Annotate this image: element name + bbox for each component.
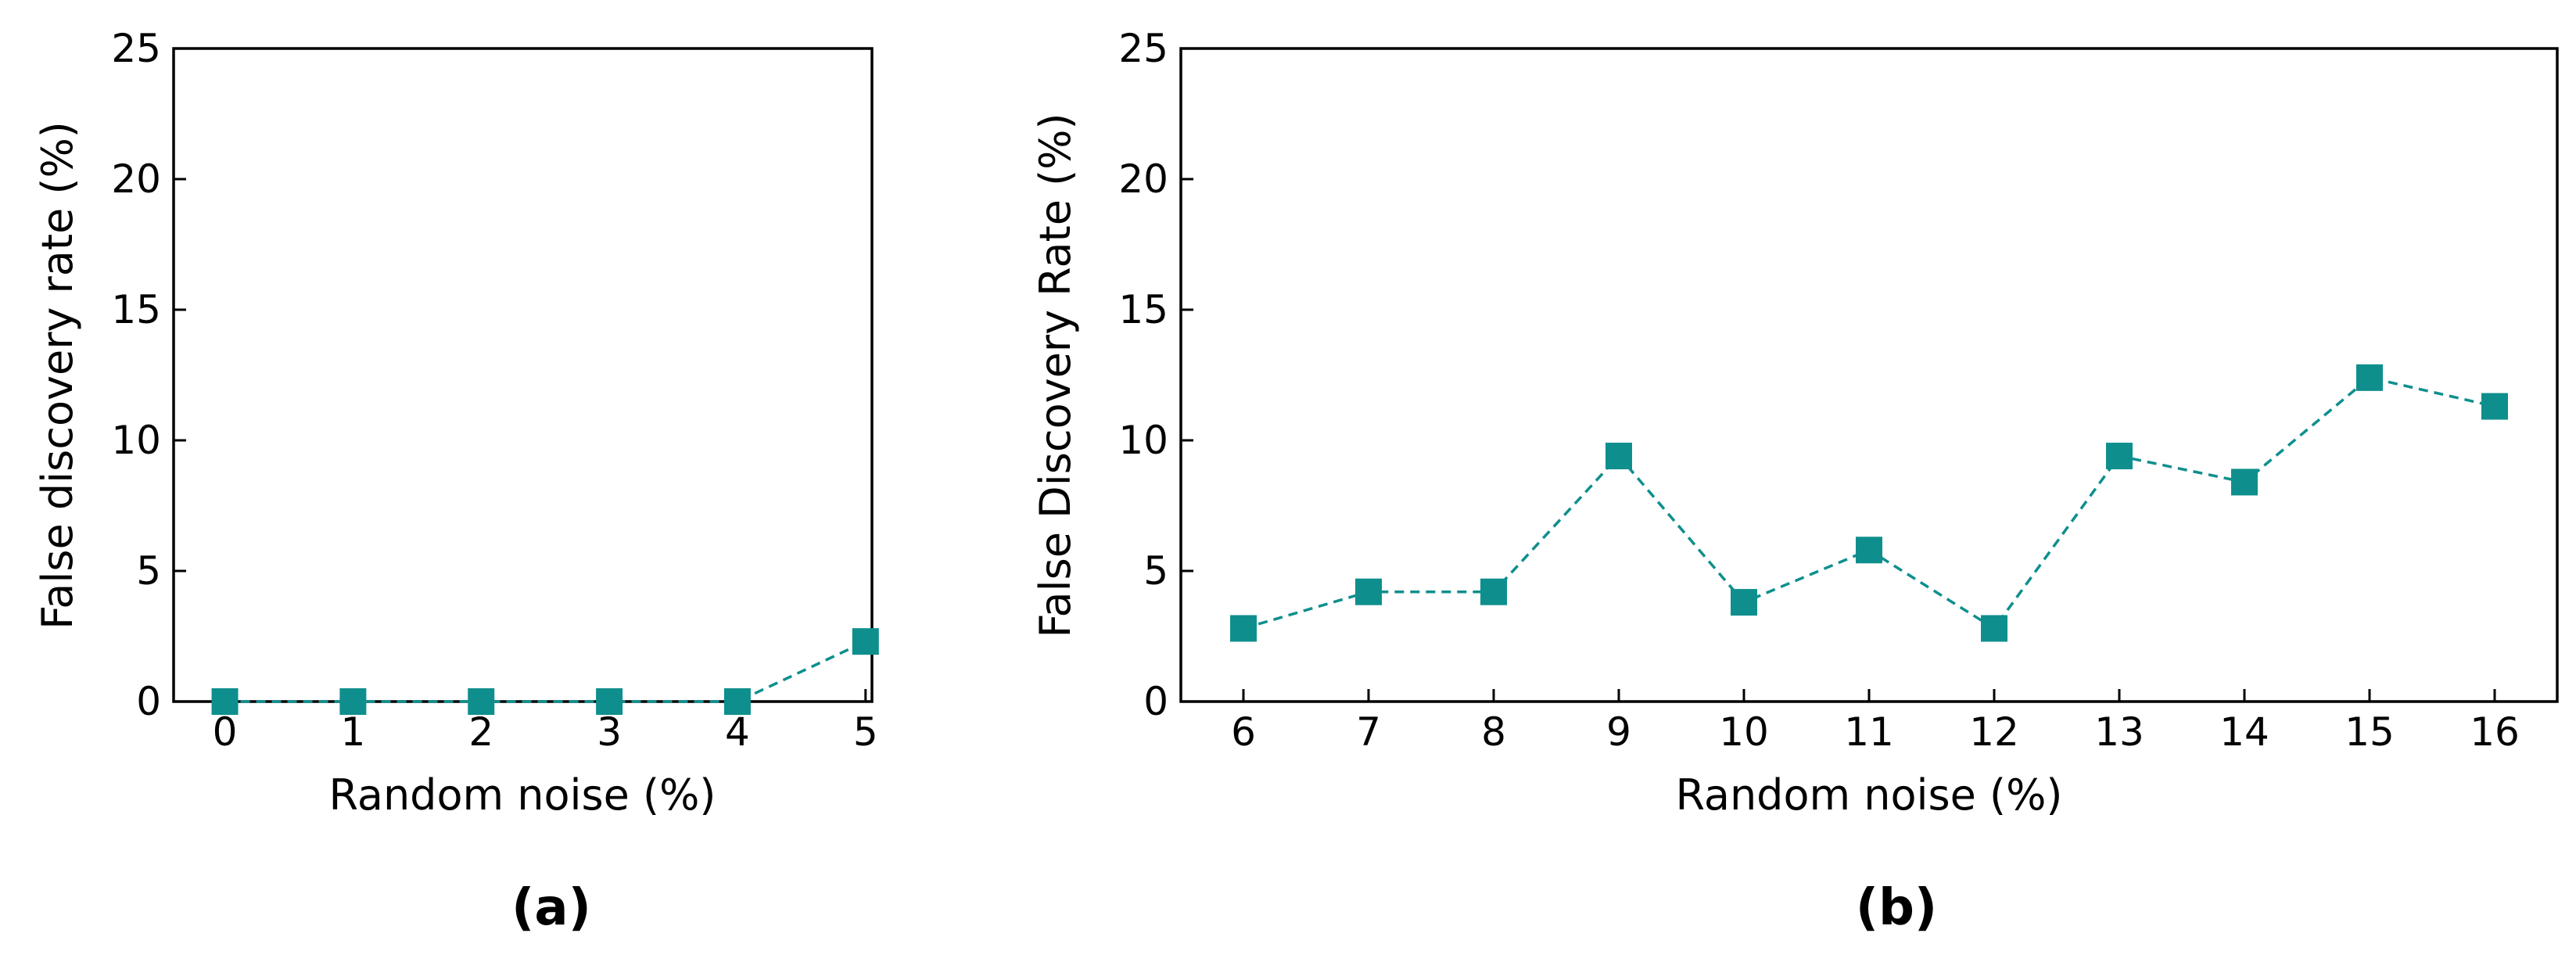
panel-b-label: (b) (1856, 879, 1937, 937)
panel-a-data-point (852, 628, 879, 655)
panel-a-x-tick-label: 3 (597, 709, 622, 755)
panel-b-data-point (1981, 615, 2007, 642)
panel-a-y-tick-label: 5 (136, 548, 161, 594)
panel-b-data-point (1480, 578, 1507, 605)
panel-b-x-tick-label: 13 (2094, 709, 2144, 755)
panel-a-data-point (723, 688, 751, 715)
panel-a-data-point (468, 688, 495, 715)
panel-a-x-tick-label: 1 (340, 709, 365, 755)
panel-a-chart: 0 1 2 3 4 5 0 5 10 15 20 25 Random noise (%) False … (33, 26, 879, 937)
panel-b-y-tick-label: 25 (1118, 26, 1168, 71)
panel-a-y-tick-label: 15 (111, 287, 161, 332)
panel-b-x-tick-label: 7 (1356, 709, 1381, 755)
panel-b-x-tick-label: 11 (1844, 709, 1894, 755)
panel-a-x-axis-label: Random noise (%) (329, 770, 716, 820)
panel-a-label: (a) (511, 879, 591, 937)
panel-b-y-tick-label: 0 (1143, 679, 1168, 724)
panel-a-data-point (211, 688, 239, 715)
panel-a-y-tick-label: 0 (136, 679, 161, 724)
panel-a-y-tick-label: 25 (111, 26, 161, 71)
panel-b-data-point (2231, 468, 2258, 496)
panel-b-x-tick-label: 14 (2219, 709, 2269, 755)
panel-a-y-tick-label: 20 (111, 156, 161, 202)
panel-b-x-tick-label: 15 (2345, 709, 2395, 755)
panel-b-data-point (1731, 589, 1757, 616)
panel-b-data-point (2106, 443, 2133, 470)
panel-a-series-line (224, 640, 866, 703)
panel-b-plot-frame (1179, 47, 2559, 703)
panel-a-ticks: 0 1 2 3 4 5 0 5 10 15 20 25 (111, 26, 877, 755)
panel-b-y-tick-label: 15 (1118, 287, 1168, 332)
panel-b-data-point (1230, 615, 1257, 642)
panel-a-plot-frame (172, 47, 874, 703)
panel-b-y-tick-label: 20 (1118, 156, 1168, 202)
panel-b-x-axis-label: Random noise (%) (1676, 770, 2063, 820)
panel-a-y-tick-label: 10 (111, 418, 161, 463)
panel-a-x-tick-label: 2 (468, 709, 493, 755)
panel-a-y-axis-label: False discovery rate (%) (33, 121, 82, 630)
panel-b-data-point (2481, 393, 2508, 420)
panel-a-data-point (339, 688, 367, 715)
panel-b-x-tick-label: 12 (1969, 709, 2019, 755)
panel-b-ticks: 6 7 8 9 10 11 12 13 14 15 16 0 5 10 15 20 25 (1118, 26, 2519, 755)
panel-a-series (211, 628, 879, 715)
panel-b-x-tick-label: 16 (2470, 709, 2520, 755)
panel-b-x-tick-label: 10 (1719, 709, 1769, 755)
panel-b-data-point (2356, 364, 2383, 391)
panel-b-x-tick-label: 8 (1481, 709, 1506, 755)
panel-b-x-tick-label: 9 (1606, 709, 1631, 755)
panel-b-data-point (1856, 537, 1882, 564)
panel-a-x-tick-label: 4 (725, 709, 750, 755)
panel-b-data-point (1606, 443, 1632, 470)
panel-a-data-point (596, 688, 623, 715)
panel-b-y-axis-label: False Discovery Rate (%) (1031, 113, 1080, 637)
panel-b-y-tick-label: 10 (1118, 418, 1168, 463)
panel-a-x-tick-label: 0 (213, 709, 238, 755)
panel-b-data-point (1355, 578, 1382, 605)
panel-a-x-tick-label: 5 (853, 709, 878, 755)
panel-b-chart: 6 7 8 9 10 11 12 13 14 15 16 0 5 10 15 20 25 Random nois… (1031, 26, 2559, 937)
panel-b-x-tick-label: 6 (1231, 709, 1256, 755)
panel-b-series-line (1243, 375, 2495, 630)
panel-b-y-tick-label: 5 (1143, 548, 1168, 594)
panel-b-series (1230, 364, 2508, 642)
